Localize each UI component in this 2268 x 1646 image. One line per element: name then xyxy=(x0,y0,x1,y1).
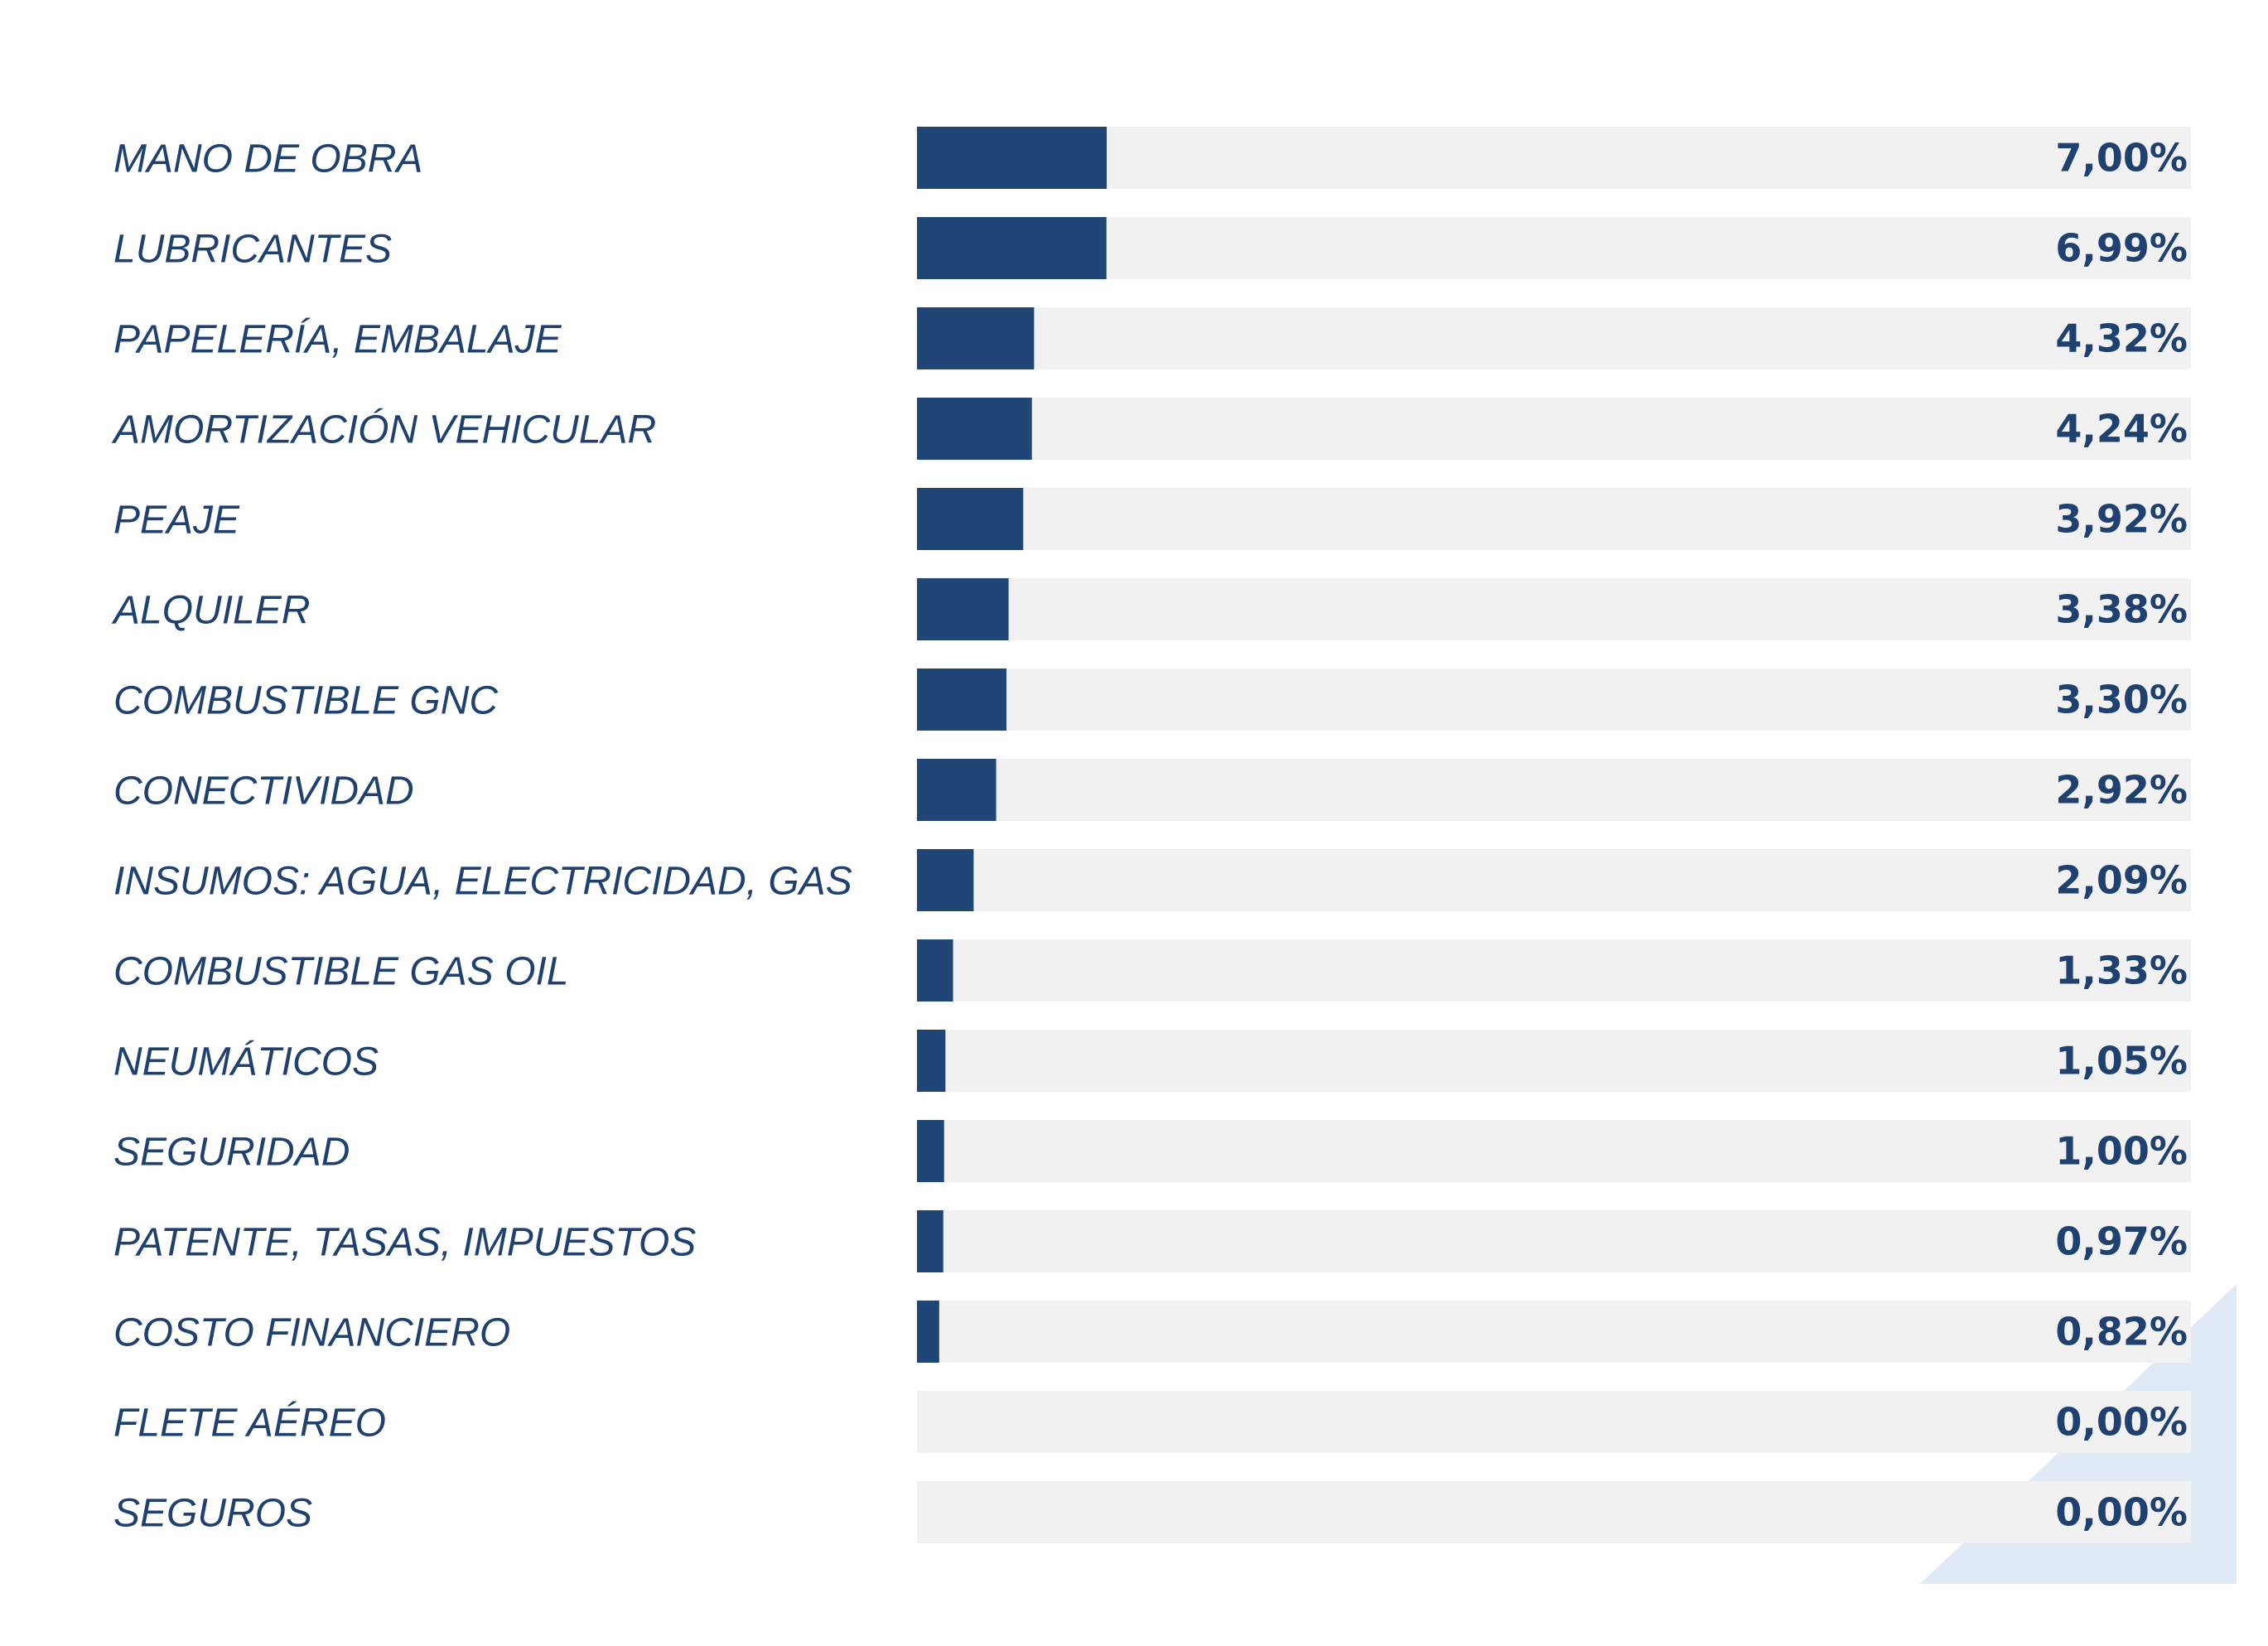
bar-row: NEUMÁTICOS 1,05% xyxy=(113,1030,2191,1092)
bar-track xyxy=(917,488,2191,550)
bar xyxy=(917,939,953,1002)
bar xyxy=(917,127,1107,189)
bar-track xyxy=(917,307,2191,369)
bar-row: COMBUSTIBLE GNC 3,30% xyxy=(113,669,2191,731)
category-label: MANO DE OBRA xyxy=(113,138,422,181)
bar-row: PEAJE 3,92% xyxy=(113,488,2191,550)
bar-track xyxy=(917,1120,2191,1182)
category-label: CONECTIVIDAD xyxy=(113,770,414,813)
value-label: 1,00% xyxy=(2055,1129,2188,1174)
bar xyxy=(917,578,1009,640)
value-label: 0,97% xyxy=(2055,1219,2188,1264)
bar xyxy=(917,1120,944,1182)
bar xyxy=(917,1210,943,1272)
category-label: SEGUROS xyxy=(113,1492,312,1536)
bar-track xyxy=(917,1301,2191,1363)
value-label: 0,00% xyxy=(2055,1400,2188,1445)
bar-row: COMBUSTIBLE GAS OIL 1,33% xyxy=(113,939,2191,1002)
bar-track xyxy=(917,849,2191,911)
bar-track xyxy=(917,127,2191,189)
category-label: COSTO FINANCIERO xyxy=(113,1311,510,1355)
category-label: COMBUSTIBLE GNC xyxy=(113,679,498,723)
bar-track xyxy=(917,217,2191,279)
value-label: 3,30% xyxy=(2055,678,2188,722)
category-label: FLETE AÉREO xyxy=(113,1402,386,1446)
value-label: 7,00% xyxy=(2055,136,2188,181)
bar-track xyxy=(917,669,2191,731)
bar-row: PATENTE, TASAS, IMPUESTOS 0,97% xyxy=(113,1210,2191,1272)
bar-row: SEGUROS 0,00% xyxy=(113,1481,2191,1543)
bar-row: SEGURIDAD 1,00% xyxy=(113,1120,2191,1182)
bar xyxy=(917,759,996,821)
value-label: 0,00% xyxy=(2055,1490,2188,1535)
bar xyxy=(917,217,1107,279)
bar-track xyxy=(917,398,2191,460)
category-label: AMORTIZACIÓN VEHICULAR xyxy=(111,408,656,452)
category-label: PEAJE xyxy=(113,499,240,543)
bar-track xyxy=(917,578,2191,640)
value-label: 0,82% xyxy=(2055,1310,2188,1354)
category-label: NEUMÁTICOS xyxy=(113,1040,379,1084)
category-label: ALQUILER xyxy=(111,589,310,633)
bar-row: INSUMOS: AGUA, ELECTRICIDAD, GAS 2,09% xyxy=(113,849,2191,911)
bar-track xyxy=(917,1210,2191,1272)
bar-row: CONECTIVIDAD 2,92% xyxy=(113,759,2191,821)
bar-row: AMORTIZACIÓN VEHICULAR 4,24% xyxy=(111,398,2191,460)
bar-row: COSTO FINANCIERO 0,82% xyxy=(113,1301,2191,1363)
category-label: INSUMOS: AGUA, ELECTRICIDAD, GAS xyxy=(113,860,852,904)
category-label: LUBRICANTES xyxy=(113,228,392,272)
bar xyxy=(917,849,974,911)
value-label: 4,24% xyxy=(2055,407,2188,451)
category-label: PAPELERÍA, EMBALAJE xyxy=(113,318,562,362)
value-label: 3,38% xyxy=(2055,587,2188,632)
bar xyxy=(917,1030,946,1092)
bar-track xyxy=(917,1030,2191,1092)
category-label: COMBUSTIBLE GAS OIL xyxy=(113,950,568,994)
bar xyxy=(917,307,1035,369)
bar-row: PAPELERÍA, EMBALAJE 4,32% xyxy=(113,307,2191,369)
bar-row: ALQUILER 3,38% xyxy=(111,578,2191,640)
chart-rows: MANO DE OBRA 7,00% LUBRICANTES 6,99% PAPELER… xyxy=(111,127,2191,1543)
value-label: 2,92% xyxy=(2055,768,2188,813)
bar xyxy=(917,1301,939,1363)
bar-track xyxy=(917,759,2191,821)
bar xyxy=(917,669,1006,731)
bar xyxy=(917,398,1032,460)
value-label: 4,32% xyxy=(2055,316,2188,361)
value-label: 3,92% xyxy=(2055,497,2188,542)
bar-track xyxy=(917,1481,2191,1543)
value-label: 6,99% xyxy=(2055,226,2188,271)
value-label: 1,05% xyxy=(2055,1039,2188,1084)
bar-row: MANO DE OBRA 7,00% xyxy=(113,127,2191,189)
bar-row: LUBRICANTES 6,99% xyxy=(113,217,2191,279)
bar-track xyxy=(917,939,2191,1002)
value-label: 1,33% xyxy=(2055,949,2188,993)
category-label: PATENTE, TASAS, IMPUESTOS xyxy=(113,1221,696,1265)
value-label: 2,09% xyxy=(2055,858,2188,903)
bar-track xyxy=(917,1391,2191,1453)
category-label: SEGURIDAD xyxy=(113,1131,350,1175)
bar xyxy=(917,488,1024,550)
bar-row: FLETE AÉREO 0,00% xyxy=(113,1391,2191,1453)
